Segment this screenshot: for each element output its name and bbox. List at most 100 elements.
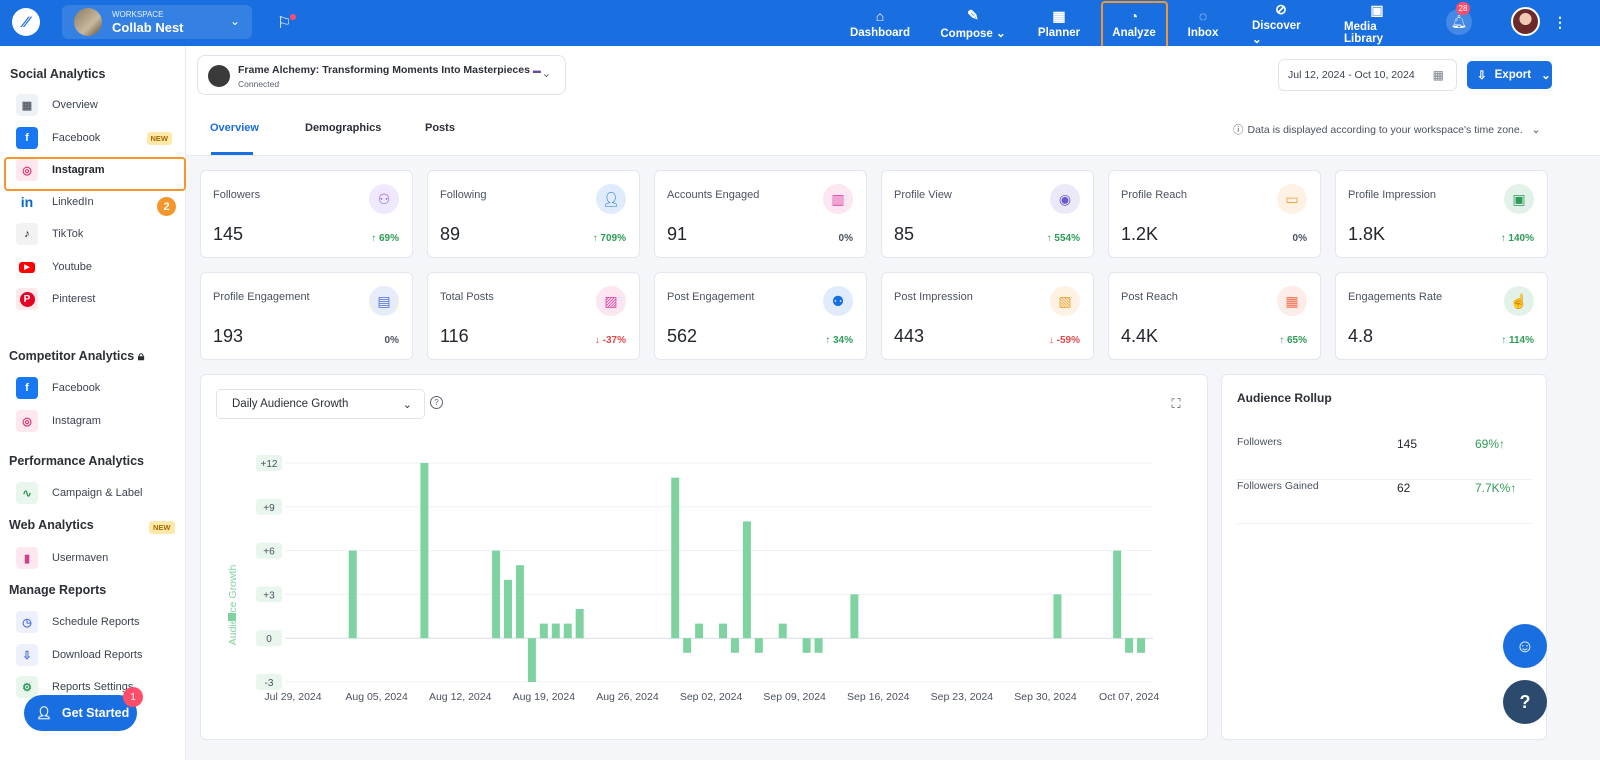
tab-posts[interactable]: Posts <box>425 122 455 134</box>
chart-bar <box>683 638 692 653</box>
rollup-label: Followers Gained <box>1237 480 1319 492</box>
sidebar-item-facebook[interactable]: f Facebook NEW <box>16 125 176 151</box>
pen-icon: ✎ <box>967 6 979 23</box>
sidebar-item-campaign-label[interactable]: ∿ Campaign & Label <box>16 480 176 506</box>
metric-card: Profile View 85 ◉ ↑ 554% <box>881 170 1094 258</box>
export-button[interactable]: ⇩ Export ⌄ <box>1467 61 1552 89</box>
app-logo[interactable]: ∕∕ <box>12 8 40 36</box>
flag-icon[interactable]: ⚐ <box>277 15 292 32</box>
sidebar-item-linkedin[interactable]: in LinkedIn <box>16 189 176 215</box>
metric-change-value: 0% <box>838 233 853 244</box>
nav-planner[interactable]: ▦ Planner <box>1038 0 1080 46</box>
metric-change-value: 0% <box>1292 233 1307 244</box>
metric-label: Post Engagement <box>667 291 755 303</box>
tab-overview[interactable]: Overview <box>210 122 259 134</box>
nav-media-library[interactable]: ▣ Media Library <box>1344 0 1410 46</box>
chart-bar <box>802 638 811 653</box>
chevron-down-icon: ⌄ <box>541 68 551 80</box>
y-tick-label: 0 <box>266 634 272 645</box>
sidebar-item-label: Schedule Reports <box>52 616 140 628</box>
post-reach-icon: ▦ <box>1277 286 1307 316</box>
chart-bar <box>814 638 823 653</box>
nav-label: Analyze <box>1112 26 1156 39</box>
more-vertical-icon[interactable]: ⋮ <box>1553 14 1567 30</box>
y-tick-bg <box>256 630 282 647</box>
y-tick-label: -3 <box>265 678 274 689</box>
date-range-picker[interactable]: Jul 12, 2024 - Oct 10, 2024 ▦ <box>1278 59 1457 91</box>
sidebar-item-schedule-reports[interactable]: ◷ Schedule Reports <box>16 609 176 635</box>
chatbot-icon[interactable]: ☺ <box>1503 624 1547 668</box>
metric-change: ↑ 69% <box>371 233 399 244</box>
get-started-label: Get Started <box>61 706 130 720</box>
metric-card: Post Engagement 562 ⚉ ↑ 34% <box>654 272 867 360</box>
post-impression-icon: ▧ <box>1050 286 1080 316</box>
help-button[interactable]: ? <box>1503 680 1547 724</box>
metric-change-value: 140% <box>1508 233 1534 244</box>
x-tick-label: Sep 23, 2024 <box>931 691 994 703</box>
y-tick-bg <box>256 674 282 690</box>
eye-icon: ◉ <box>1050 184 1080 214</box>
bar-chart-icon: ▥ <box>823 184 853 214</box>
get-started-button[interactable]: 👤︎ Get Started <box>24 695 137 731</box>
facebook-icon: f <box>16 127 38 149</box>
trend-arrow-icon: ↑ <box>1500 233 1509 244</box>
workspace-label: WORKSPACE <box>112 9 164 19</box>
workspace-switcher[interactable]: WORKSPACE Collab Nest ⌄ <box>62 5 252 39</box>
sidebar-item-reports-settings[interactable]: ⚙ Reports Settings <box>16 674 176 700</box>
trend-arrow-icon: ↓ <box>1048 335 1057 346</box>
nav-discover[interactable]: ⊘ Discover ⌄ <box>1252 0 1310 46</box>
fullscreen-icon[interactable]: ⛶ <box>1171 396 1181 411</box>
tab-demographics[interactable]: Demographics <box>305 122 382 134</box>
metric-card: Following 89 👤︎ ↑ 709% <box>427 170 640 258</box>
trend-arrow-icon: ↑ <box>1046 233 1055 244</box>
new-badge: NEW <box>149 521 175 534</box>
reach-image-icon: ▭ <box>1277 184 1307 214</box>
user-avatar[interactable] <box>1511 7 1540 36</box>
rollup-change: 7.7K%↑ <box>1475 481 1517 495</box>
y-tick-bg <box>256 455 282 471</box>
sidebar-item-download-reports[interactable]: ⇩ Download Reports <box>16 642 176 668</box>
account-selector[interactable]: Frame Alchemy: Transforming Moments Into… <box>197 55 566 95</box>
metric-value: 85 <box>894 224 915 244</box>
metric-value: 116 <box>440 326 469 346</box>
x-tick-label: Oct 07, 2024 <box>1099 691 1159 703</box>
timezone-note[interactable]: ⓘ Data is displayed according to your wor… <box>1233 122 1540 137</box>
metric-card: Followers 145 ⚇ ↑ 69% <box>200 170 413 258</box>
metric-card: Profile Impression 1.8K ▣ ↑ 140% <box>1335 170 1548 258</box>
sidebar-item-usermaven[interactable]: ▮ Usermaven <box>16 545 176 571</box>
active-tab-indicator <box>211 152 253 155</box>
metric-value: 91 <box>667 224 688 244</box>
nav-analyze[interactable]: ◔ Analyze <box>1112 0 1156 46</box>
nav-dashboard[interactable]: ⌂ Dashboard <box>850 0 910 46</box>
sidebar-item-tiktok[interactable]: ♪ TikTok <box>16 221 176 247</box>
metric-change-value: 0% <box>384 335 399 346</box>
export-label: Export <box>1494 69 1532 81</box>
sidebar-item-overview[interactable]: ▦ Overview <box>16 92 176 118</box>
metric-change-value: 69% <box>378 233 399 244</box>
help-icon[interactable]: ? <box>430 396 443 409</box>
metric-change: ↑ 114% <box>1501 335 1534 346</box>
metric-change: 0% <box>1293 233 1307 244</box>
nav-inbox[interactable]: ◌ Inbox <box>1187 0 1219 46</box>
instagram-highlight-box <box>4 157 186 191</box>
chevron-down-icon: ⌄ <box>229 14 240 28</box>
trend-arrow-icon: ↑ <box>592 233 601 244</box>
account-avatar <box>208 65 230 87</box>
sidebar-item-competitor-instagram[interactable]: ◎ Instagram <box>16 408 176 434</box>
nav-label: Inbox <box>1187 26 1219 39</box>
sidebar-item-instagram[interactable]: ◎ Instagram <box>16 157 176 183</box>
social-analytics-heading: Social Analytics <box>10 67 106 81</box>
sidebar-item-pinterest[interactable]: P Pinterest <box>16 286 176 312</box>
sidebar-item-youtube[interactable]: ▶ Youtube <box>16 254 176 280</box>
sidebar-item-competitor-facebook[interactable]: f Facebook <box>16 375 176 401</box>
audience-growth-panel <box>200 374 1208 740</box>
people-icon: ⚇ <box>369 184 399 214</box>
sidebar-item-label: Instagram <box>52 415 101 427</box>
date-range-text: Jul 12, 2024 - Oct 10, 2024 <box>1288 69 1415 81</box>
chart-metric-dropdown[interactable]: Daily Audience Growth ⌄ <box>216 389 425 419</box>
metric-value: 193 <box>213 326 244 346</box>
chart-bar <box>551 623 560 639</box>
metric-change-value: 114% <box>1508 335 1534 346</box>
notifications-count-badge: 28 <box>1456 2 1470 15</box>
nav-compose[interactable]: ✎ Compose ⌄ <box>940 0 1006 46</box>
